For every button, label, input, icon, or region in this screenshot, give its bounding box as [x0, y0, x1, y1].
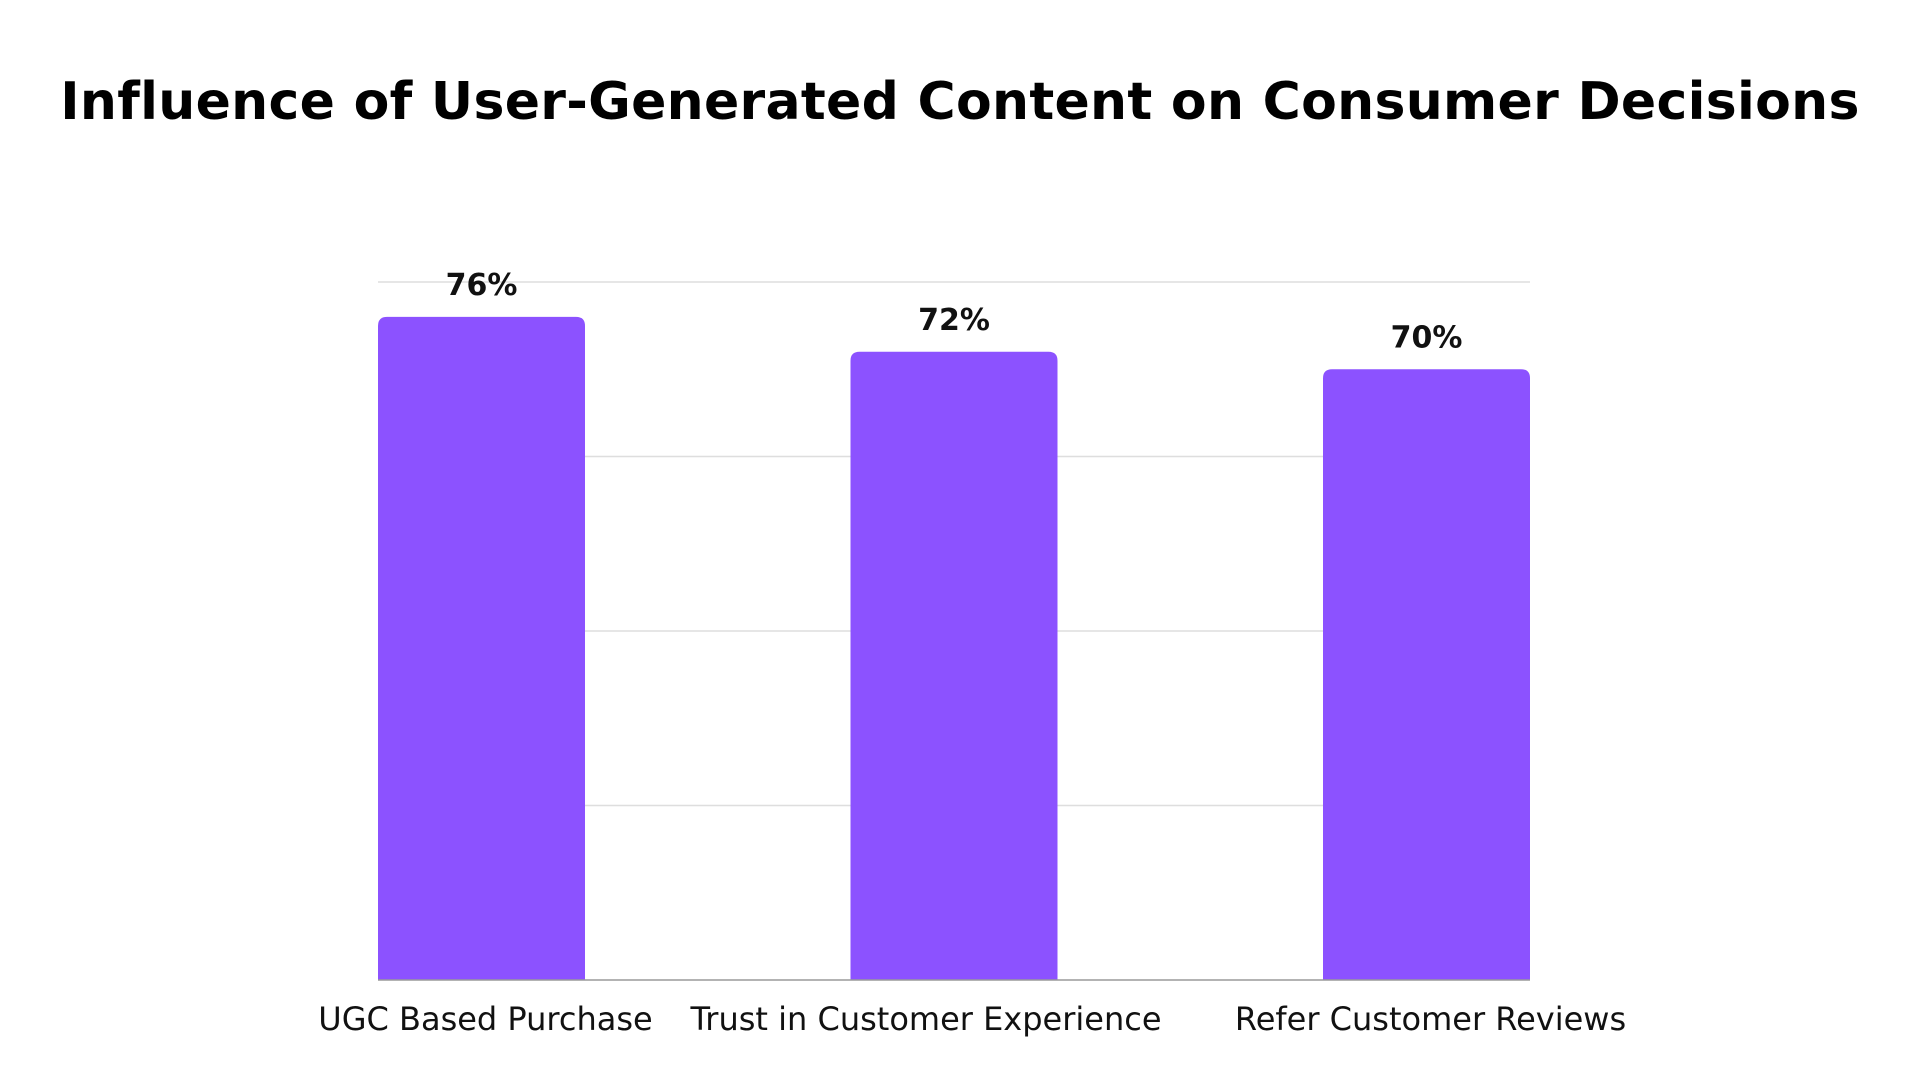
bar [378, 316, 585, 980]
data-label: 70% [1391, 320, 1463, 355]
bar [1323, 369, 1530, 980]
bars [378, 316, 1530, 980]
x-tick-label: Refer Customer Reviews [1235, 1000, 1626, 1038]
chart-title: Influence of User-Generated Content on C… [60, 72, 1860, 132]
labels: 76% UGC Based Purchase 72% Trust in Custome… [318, 268, 1626, 1038]
data-label: 72% [918, 303, 990, 338]
x-tick-label: UGC Based Purchase [318, 1000, 652, 1038]
x-tick-label: Trust in Customer Experience [689, 1000, 1161, 1038]
data-label: 76% [446, 268, 518, 303]
bar [850, 351, 1058, 980]
